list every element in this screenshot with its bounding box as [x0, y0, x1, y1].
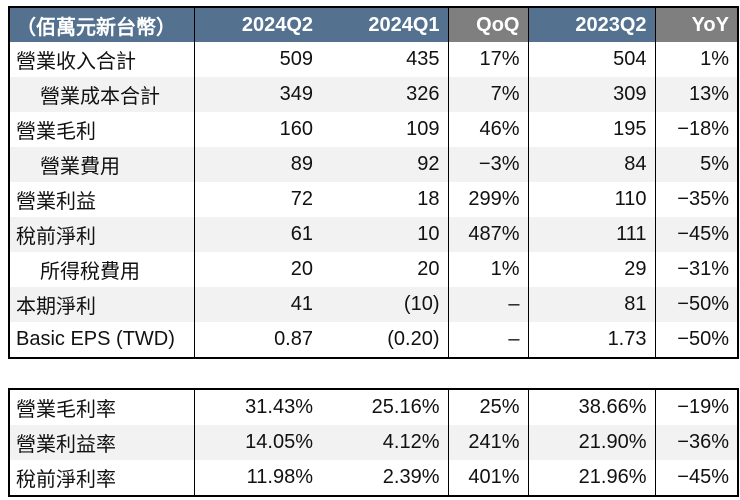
- cell-value: 20: [321, 252, 449, 287]
- cell-value: 14.05%: [245, 431, 313, 453]
- cell-value: (10): [321, 287, 449, 322]
- unit-label-header: （佰萬元新台幣）: [9, 7, 195, 42]
- cell-value: 5%: [700, 153, 729, 175]
- cell-value: 4.12%: [321, 425, 449, 460]
- cell-value: 10: [321, 217, 449, 252]
- cell-value: –: [448, 287, 529, 322]
- cell-value: 81: [528, 287, 656, 322]
- income-statement-table: （佰萬元新台幣） 2024Q2 2024Q1 QoQ 2023Q2 YoY 營業…: [8, 6, 739, 359]
- row-label: 稅前淨利率: [9, 460, 195, 496]
- cell-value: −18%: [677, 118, 729, 140]
- cell-value: 1%: [448, 252, 529, 287]
- cell-value: 84: [528, 147, 656, 182]
- table-row: 本期淨利 41 (10) –81 −50%: [9, 287, 738, 322]
- cell-value: −3%: [448, 147, 529, 182]
- table-row: 營業毛利率 31.43% 25.16% 25% 38.66% −19%: [9, 389, 738, 425]
- cell-value: 17%: [448, 42, 529, 77]
- cell-value: 509: [279, 48, 313, 70]
- header-row: （佰萬元新台幣） 2024Q2 2024Q1 QoQ 2023Q2 YoY: [9, 7, 738, 42]
- col-header-2023q2: 2023Q2: [528, 7, 656, 42]
- cell-value: 349: [279, 83, 313, 105]
- cell-value: 29: [528, 252, 656, 287]
- table-row: 營業利益率 14.05% 4.12% 241% 21.90% −36%: [9, 425, 738, 460]
- cell-value: 326: [321, 77, 449, 112]
- table-row: 所得稅費用 20 20 1% 29 −31%: [9, 252, 738, 287]
- cell-value: 18: [321, 182, 449, 217]
- cell-value: −31%: [677, 258, 729, 280]
- cell-value: 401%: [448, 460, 529, 496]
- table-row: 營業費用 89 92 −3% 84 5%: [9, 147, 738, 182]
- row-label: 本期淨利: [9, 287, 195, 322]
- table-row: Basic EPS (TWD) 0.87 (0.20) –1.73 −50%: [9, 322, 738, 358]
- cell-value: 109: [321, 112, 449, 147]
- table-row: 營業成本合計 349 326 7% 309 13%: [9, 77, 738, 112]
- row-label: 營業毛利: [9, 112, 195, 147]
- cell-value: 299%: [448, 182, 529, 217]
- table-row: 稅前淨利 61 10 487% 111 −45%: [9, 217, 738, 252]
- cell-value: −36%: [677, 431, 729, 453]
- cell-value: –: [448, 322, 529, 358]
- row-label: 營業成本合計: [9, 77, 195, 112]
- cell-value: 111: [528, 217, 656, 252]
- row-label: 營業利益率: [9, 425, 195, 460]
- cell-value: 11.98%: [246, 466, 313, 488]
- row-label: 所得稅費用: [9, 252, 195, 287]
- cell-value: −50%: [677, 328, 729, 350]
- col-header-yoy: YoY: [655, 7, 738, 42]
- cell-value: 41: [290, 293, 313, 315]
- cell-value: 1%: [700, 48, 729, 70]
- table-row: 營業利益 72 18 299% 110 −35%: [9, 182, 738, 217]
- margin-ratio-table: 營業毛利率 31.43% 25.16% 25% 38.66% −19% 營業利益率 14.05…: [8, 388, 739, 497]
- cell-value: 61: [290, 223, 313, 245]
- table-row: 稅前淨利率 11.98% 2.39% 401% 21.96% −45%: [9, 460, 738, 496]
- col-header-2024q2: 2024Q2: [194, 7, 321, 42]
- row-label: Basic EPS (TWD): [9, 322, 195, 358]
- cell-value: 92: [321, 147, 449, 182]
- cell-value: 504: [528, 42, 656, 77]
- cell-value: 38.66%: [528, 389, 656, 425]
- cell-value: 72: [290, 188, 313, 210]
- cell-value: 13%: [688, 83, 729, 105]
- row-label: 營業利益: [9, 182, 195, 217]
- cell-value: 20: [290, 258, 313, 280]
- cell-value: 31.43%: [245, 396, 313, 418]
- cell-value: 2.39%: [321, 460, 449, 496]
- cell-value: 21.90%: [528, 425, 656, 460]
- cell-value: −50%: [677, 293, 729, 315]
- cell-value: 46%: [448, 112, 529, 147]
- cell-value: (0.20): [321, 322, 449, 358]
- cell-value: 241%: [448, 425, 529, 460]
- cell-value: 21.96%: [528, 460, 656, 496]
- cell-value: 309: [528, 77, 656, 112]
- cell-value: 110: [528, 182, 656, 217]
- row-label: 營業毛利率: [9, 389, 195, 425]
- cell-value: −45%: [677, 466, 729, 488]
- cell-value: −45%: [677, 223, 729, 245]
- cell-value: −19%: [677, 396, 729, 418]
- table-row: 營業毛利 160 109 46% 195 −18%: [9, 112, 738, 147]
- cell-value: 0.87: [274, 328, 313, 350]
- row-label: 營業費用: [9, 147, 195, 182]
- cell-value: −35%: [677, 188, 729, 210]
- col-header-qoq: QoQ: [448, 7, 529, 42]
- cell-value: 160: [279, 118, 313, 140]
- cell-value: 25.16%: [321, 389, 449, 425]
- cell-value: 89: [290, 153, 313, 175]
- cell-value: 7%: [448, 77, 529, 112]
- cell-value: 25%: [448, 389, 529, 425]
- cell-value: 435: [321, 42, 449, 77]
- cell-value: 487%: [448, 217, 529, 252]
- cell-value: 1.73: [528, 322, 656, 358]
- row-label: 稅前淨利: [9, 217, 195, 252]
- cell-value: 195: [528, 112, 656, 147]
- col-header-2024q1: 2024Q1: [321, 7, 449, 42]
- table-row: 營業收入合計 509 435 17% 504 1%: [9, 42, 738, 77]
- row-label: 營業收入合計: [9, 42, 195, 77]
